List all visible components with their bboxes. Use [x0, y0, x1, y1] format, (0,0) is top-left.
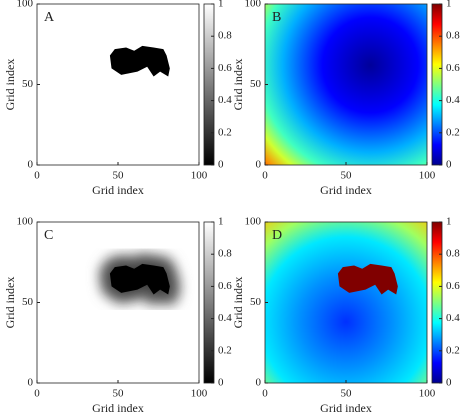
x-tick-label: 100: [419, 388, 436, 400]
colorbar: [431, 221, 443, 384]
colorbar-tick-label: 0.6: [446, 280, 460, 292]
colorbar-tick-label: 0.8: [218, 248, 232, 260]
colorbar-tick-label: 0.4: [218, 312, 232, 324]
colorbar: [431, 3, 443, 166]
colorbar-tick-label: 0: [446, 377, 452, 389]
x-tick-label: 0: [262, 170, 268, 182]
colorbar-tick-label: 0: [218, 159, 224, 171]
x-tick-label: 50: [113, 388, 125, 400]
y-tick-label: 50: [22, 296, 34, 308]
y-tick-label: 100: [17, 0, 34, 10]
y-tick-label: 0: [28, 377, 34, 389]
x-tick-label: 100: [191, 388, 208, 400]
colorbar-tick-label: 0.4: [218, 94, 232, 106]
x-tick-label: 0: [34, 388, 40, 400]
y-tick-label: 0: [256, 159, 262, 171]
field: [37, 4, 199, 165]
colorbar-tick-label: 0.8: [446, 30, 460, 42]
panel-label: C: [44, 228, 53, 243]
x-tick-label: 0: [262, 388, 268, 400]
y-tick-label: 0: [256, 377, 262, 389]
y-axis-label: Grid index: [3, 277, 17, 329]
x-tick-label: 50: [113, 170, 125, 182]
y-tick-label: 100: [17, 216, 34, 228]
x-axis-label: Grid index: [92, 183, 144, 197]
x-tick-label: 100: [191, 170, 208, 182]
region: [337, 263, 398, 295]
y-tick-label: 100: [245, 0, 262, 10]
x-axis-label: Grid index: [320, 183, 372, 197]
x-tick-label: 100: [419, 170, 436, 182]
region: [109, 263, 170, 295]
colorbar-tick-label: 0.2: [218, 344, 232, 356]
x-axis-label: Grid index: [92, 401, 144, 413]
colorbar-tick-label: 1: [218, 216, 224, 228]
colorbar: [203, 221, 215, 384]
x-axis-label: Grid index: [320, 401, 372, 413]
colorbar-tick-label: 0.4: [446, 94, 460, 106]
y-axis-label: Grid index: [231, 59, 245, 111]
panel-label: A: [44, 10, 55, 25]
colorbar-tick-label: 0.2: [446, 126, 460, 138]
x-tick-label: 0: [34, 170, 40, 182]
colorbar-tick-label: 0.2: [446, 344, 460, 356]
colorbar-tick-label: 0.2: [218, 126, 232, 138]
panel-label: D: [272, 228, 282, 243]
colorbar-tick-label: 1: [218, 0, 224, 10]
y-axis-label: Grid index: [3, 59, 17, 111]
colorbar-tick-label: 0.8: [446, 248, 460, 260]
colorbar-tick-label: 0.6: [218, 280, 232, 292]
colorbar-tick-label: 0.8: [218, 30, 232, 42]
y-axis-label: Grid index: [231, 277, 245, 329]
colorbar: [203, 3, 215, 166]
colorbar-tick-label: 0: [446, 159, 452, 171]
y-tick-label: 0: [28, 159, 34, 171]
colorbar-tick-label: 0.6: [218, 62, 232, 74]
field: [265, 222, 427, 383]
x-tick-label: 50: [341, 388, 353, 400]
colorbar-tick-label: 0.4: [446, 312, 460, 324]
y-tick-label: 100: [245, 216, 262, 228]
colorbar-tick-label: 0: [218, 377, 224, 389]
panel-label: B: [272, 10, 281, 25]
y-tick-label: 50: [22, 78, 34, 90]
colorbar-tick-label: 1: [446, 216, 452, 228]
colorbar-tick-label: 0.6: [446, 62, 460, 74]
y-tick-label: 50: [250, 296, 262, 308]
x-tick-label: 50: [341, 170, 353, 182]
y-tick-label: 50: [250, 78, 262, 90]
region: [109, 45, 170, 77]
field: [265, 4, 427, 165]
colorbar-tick-label: 1: [446, 0, 452, 10]
